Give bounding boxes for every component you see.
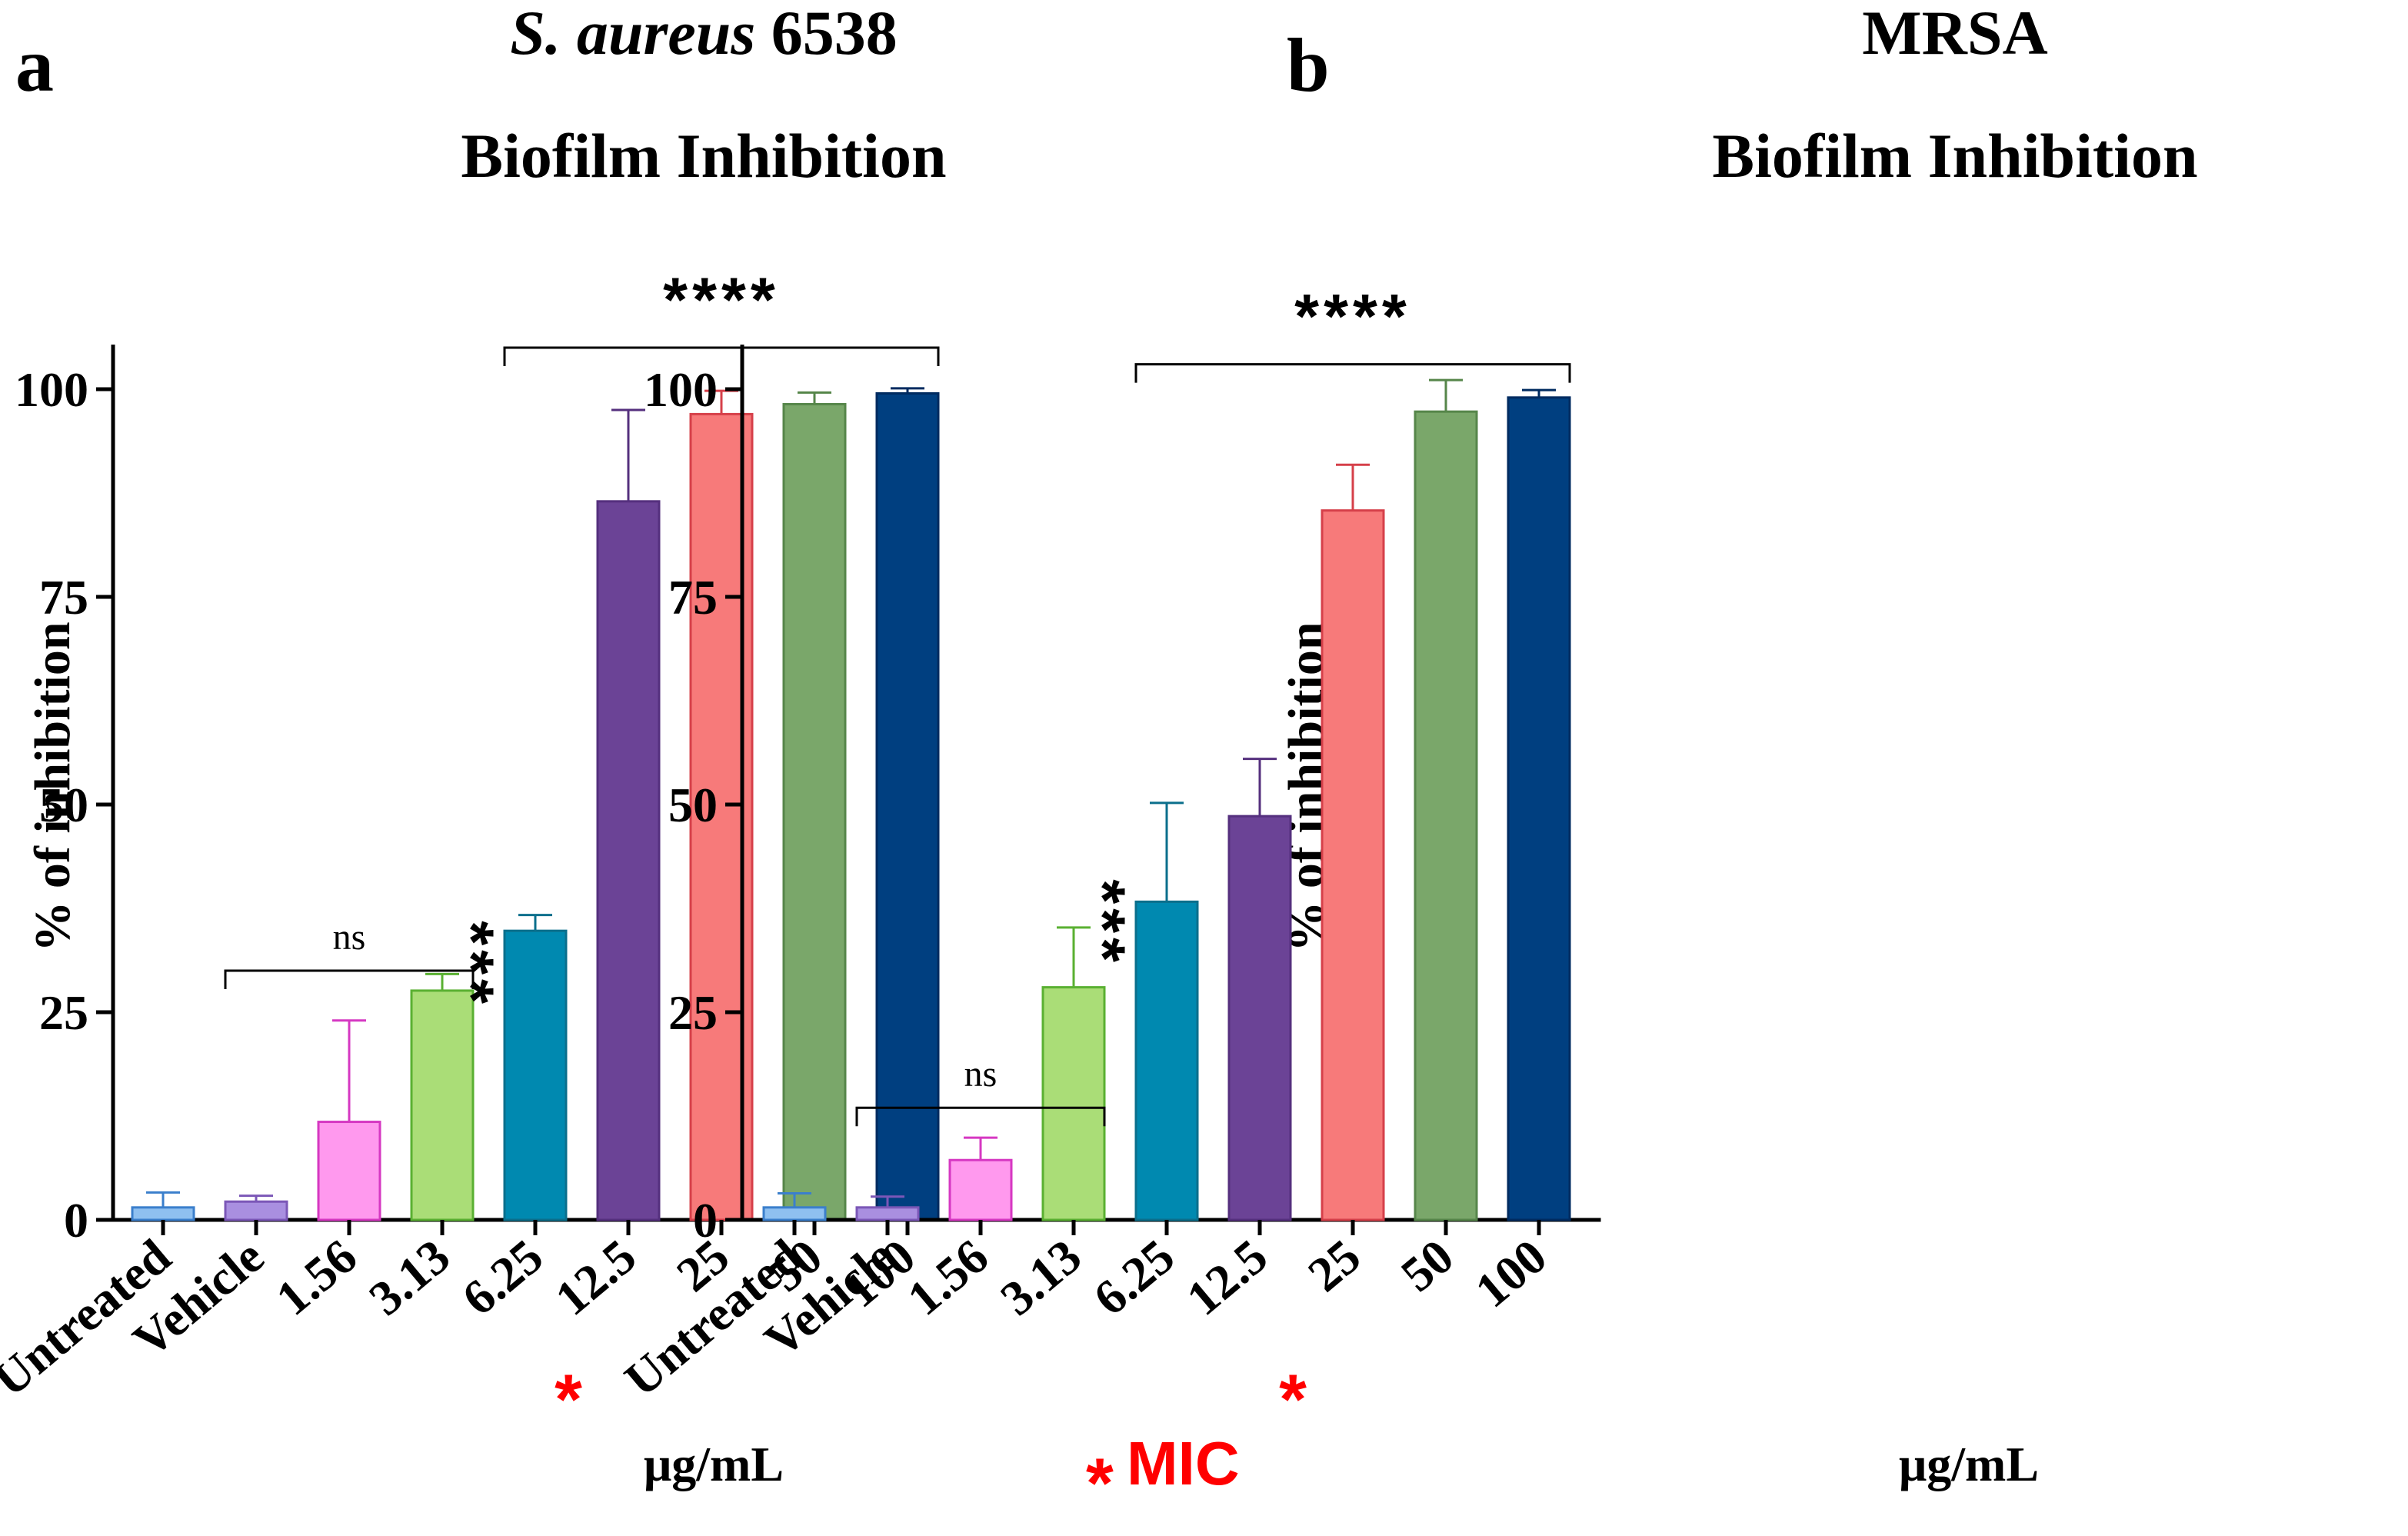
y-tick-label: 25 <box>39 985 88 1040</box>
x-tick-label: 3.13 <box>991 1228 1091 1325</box>
panel-label: a <box>15 22 54 108</box>
bar <box>782 402 847 1221</box>
y-tick-label: 25 <box>668 985 718 1040</box>
chart-title-rest: MRSA <box>1862 0 2047 68</box>
bar <box>131 1206 195 1221</box>
significance-label: ns <box>964 1054 998 1095</box>
mic-legend: * MIC <box>1086 1429 1240 1523</box>
significance-bracket <box>503 346 940 366</box>
bar <box>1321 509 1385 1221</box>
bar <box>596 500 661 1221</box>
y-tick-label: 50 <box>39 778 88 832</box>
x-tick-label: 100 <box>1465 1228 1557 1318</box>
x-tick-label: 1.56 <box>898 1228 998 1325</box>
y-tick-label: 100 <box>15 362 88 417</box>
chart-title-rest: 6538 <box>755 0 898 68</box>
bar <box>317 1121 381 1221</box>
chart-subtitle: Biofilm Inhibition <box>1712 121 2197 191</box>
x-tick-label: 12.5 <box>545 1228 646 1325</box>
significance-label: *** <box>436 921 506 1008</box>
x-tick-label: 25 <box>1297 1228 1371 1302</box>
bar <box>410 989 475 1221</box>
y-tick-label: 75 <box>39 570 88 625</box>
significance-label: **** <box>663 265 780 335</box>
bar <box>224 1200 288 1221</box>
x-axis-label: μg/mL <box>1899 1437 2039 1491</box>
chart-title: S. aureus 6538 <box>510 0 898 68</box>
y-tick-label: 0 <box>64 1193 88 1248</box>
chart-subtitle: Biofilm Inhibition <box>461 121 946 191</box>
y-axis-label: % of inhibition <box>25 621 81 951</box>
bar <box>855 1206 920 1221</box>
significance-label: **** <box>1294 282 1411 352</box>
bar <box>1041 986 1106 1221</box>
mic-legend-star: * <box>1086 1444 1114 1523</box>
significance-bracket <box>1134 363 1571 383</box>
y-tick-label: 75 <box>668 570 718 625</box>
mic-marker: * <box>555 1361 582 1439</box>
bar <box>1507 396 1571 1221</box>
mic-marker: * <box>1279 1361 1307 1439</box>
bar <box>1414 410 1478 1221</box>
bar <box>1227 815 1292 1221</box>
panel-label: b <box>1287 22 1330 108</box>
chart-title: MRSA <box>1862 0 2047 68</box>
x-tick-label: 12.5 <box>1177 1228 1277 1325</box>
chart-title-italic: S. aureus <box>510 0 755 68</box>
x-tick-label: 6.25 <box>1084 1228 1184 1325</box>
y-tick-label: 0 <box>693 1193 718 1248</box>
significance-label: *** <box>1067 879 1137 967</box>
bar <box>1134 900 1199 1221</box>
plot-area: 0255075100UntreatedVehicle1.563.136.2512… <box>0 265 970 1439</box>
significance-label: ns <box>333 917 366 958</box>
x-tick-label: 50 <box>1391 1228 1464 1302</box>
x-axis-label: μg/mL <box>644 1437 784 1491</box>
x-tick-label: 6.25 <box>452 1228 553 1325</box>
bar <box>875 391 940 1221</box>
x-tick-label: 1.56 <box>266 1228 367 1325</box>
significance-bracket <box>224 969 475 989</box>
bar <box>948 1158 1013 1221</box>
bar <box>762 1206 827 1221</box>
bar <box>503 929 568 1221</box>
significance-bracket <box>855 1106 1106 1127</box>
panel-b: b MRSA Biofilm Inhibition % of inhibitio… <box>614 0 2198 1491</box>
plot-area: 0255075100UntreatedVehicle1.563.136.2512… <box>614 282 1601 1439</box>
y-tick-label: 100 <box>644 362 718 417</box>
x-tick-label: 3.13 <box>359 1228 460 1325</box>
y-tick-label: 50 <box>668 778 718 832</box>
mic-legend-label: MIC <box>1127 1429 1240 1498</box>
